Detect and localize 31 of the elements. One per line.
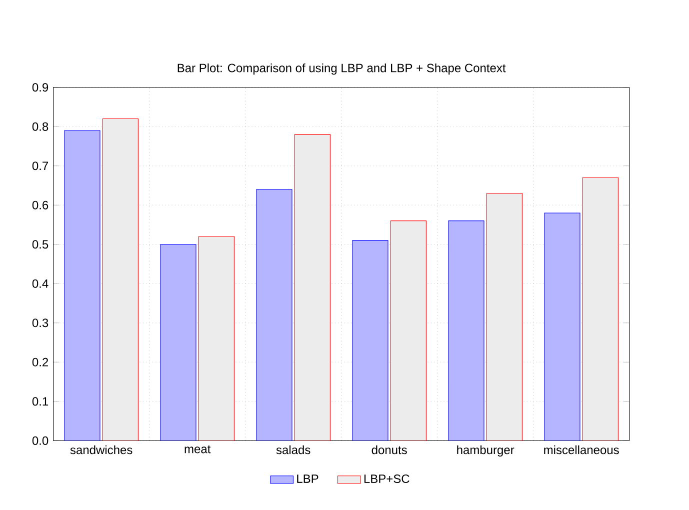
y-tick-label: 0.5 <box>32 240 48 249</box>
y-tick-label: 0.8 <box>32 122 48 131</box>
bar <box>160 244 196 441</box>
bar <box>390 220 426 441</box>
y-tick-label: 0.2 <box>32 358 48 366</box>
y-tick-label: 0.0 <box>32 436 48 445</box>
bar <box>544 212 580 441</box>
bar <box>486 193 522 441</box>
bar <box>448 220 484 441</box>
y-tick-label: 0.4 <box>32 279 48 288</box>
x-tick-label: hamburger <box>457 445 514 457</box>
legend-label: LBP <box>297 474 318 483</box>
bar <box>256 189 292 441</box>
y-tick-label: 0.6 <box>32 200 48 210</box>
bar <box>294 134 330 441</box>
x-tick-label: meat <box>184 445 211 454</box>
bar <box>64 130 100 441</box>
x-tick-label: donuts <box>372 445 407 454</box>
y-tick-label: 0.3 <box>32 318 48 328</box>
legend-label: LBP+SC <box>364 474 410 484</box>
x-tick-label: miscellaneous <box>544 445 619 454</box>
chart-title: Bar Plot: Comparison of using LBP and LBP + Shape Context <box>178 63 506 75</box>
bar <box>198 236 234 441</box>
y-tick-label: 0.9 <box>32 83 48 92</box>
y-tick-label: 0.1 <box>32 397 48 406</box>
x-tick-label: sandwiches <box>70 445 132 454</box>
x-tick-label: salads <box>276 445 310 454</box>
bar <box>102 118 138 441</box>
bar <box>582 177 618 441</box>
y-tick-label: 0.7 <box>32 162 48 170</box>
bar <box>352 240 388 441</box>
